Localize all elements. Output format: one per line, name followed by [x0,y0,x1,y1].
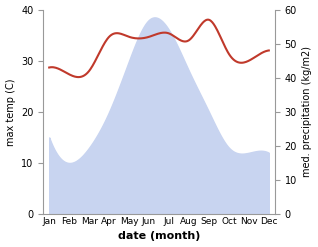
X-axis label: date (month): date (month) [118,231,200,242]
Y-axis label: med. precipitation (kg/m2): med. precipitation (kg/m2) [302,46,313,177]
Y-axis label: max temp (C): max temp (C) [5,78,16,145]
